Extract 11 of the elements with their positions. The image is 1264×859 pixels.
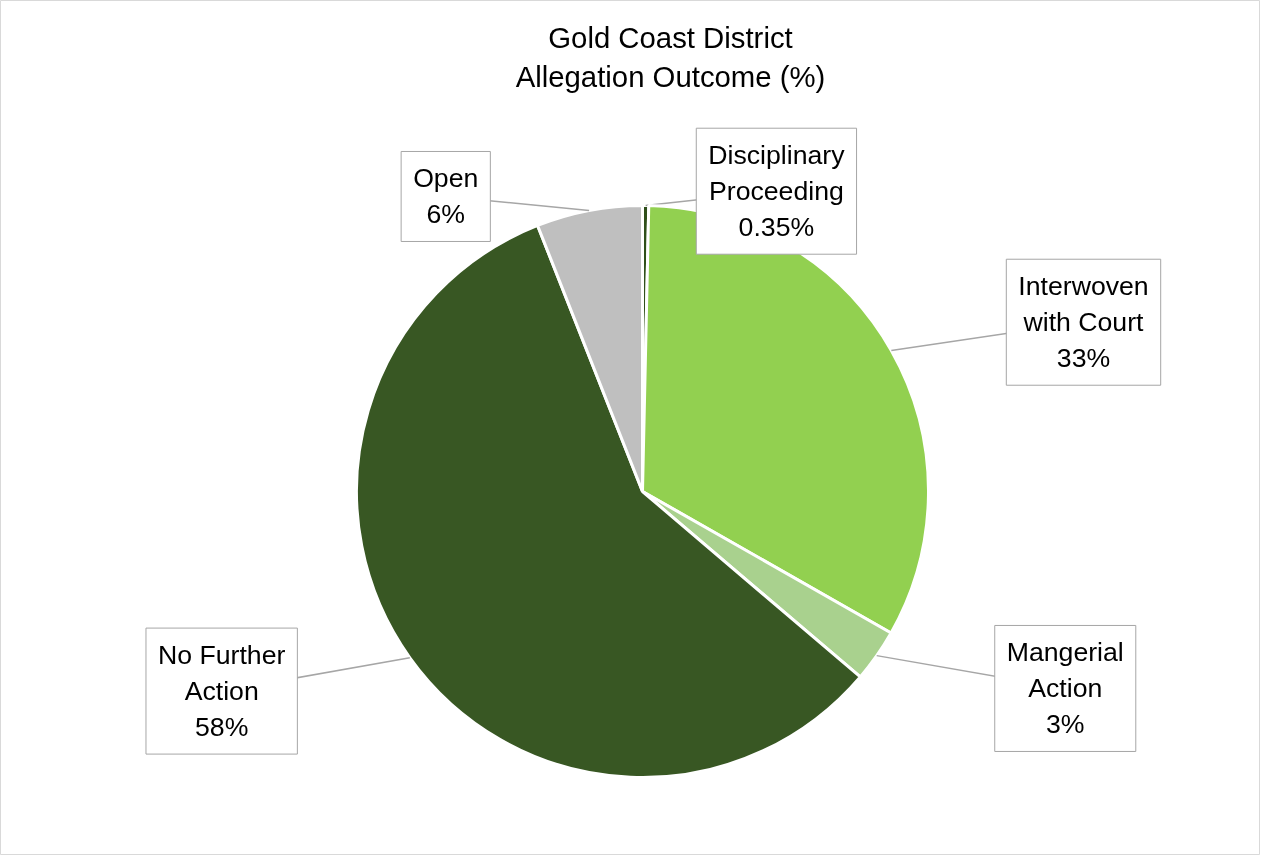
data-label: 6%: [426, 199, 466, 230]
data-label: 58%: [195, 712, 249, 743]
data-label: 33%: [1056, 343, 1111, 374]
slice-label: Interwoven with Court: [1018, 271, 1149, 338]
slice-label: Disciplinary Proceeding: [708, 140, 846, 207]
data-label: 3%: [1046, 709, 1085, 740]
slice-label: Open: [413, 163, 479, 194]
data-label: 0.35%: [738, 212, 815, 243]
slice-label: No Further Action: [157, 640, 286, 707]
chart-title: Gold Coast District Allegation Outcome (%): [515, 20, 826, 94]
slice-label: Mangerial Action: [1006, 637, 1124, 704]
